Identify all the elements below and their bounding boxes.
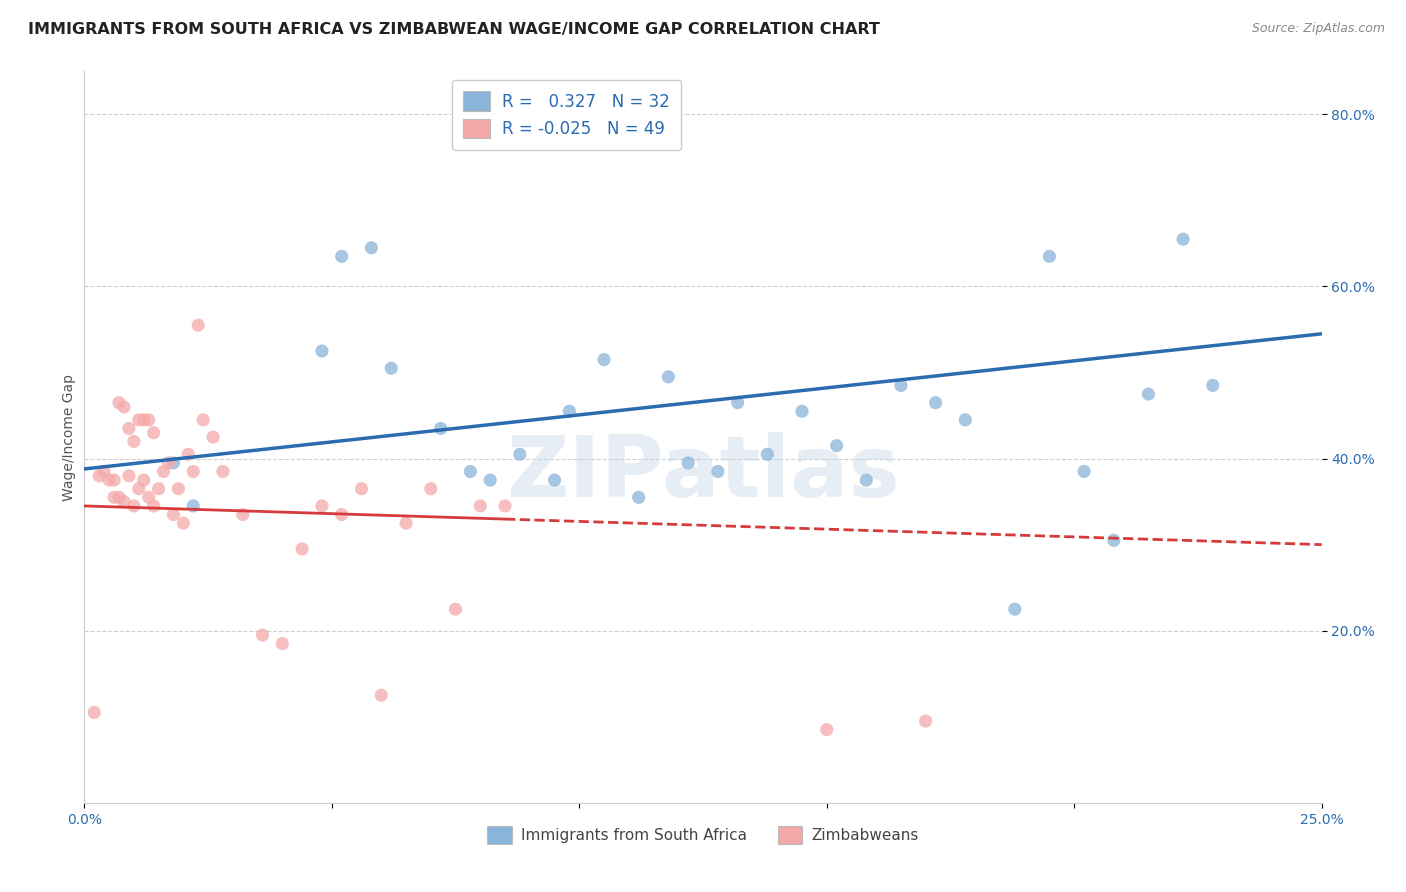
Point (132, 473, 155, 487)
Point (291, 541, 314, 556)
Point (108, 491, 131, 505)
Point (112, 400, 135, 414)
Point (181, 465, 204, 479)
Point (103, 491, 125, 505)
Point (142, 425, 165, 440)
Point (152, 465, 174, 479)
Point (311, 344, 333, 359)
Point (558, 404, 581, 418)
Point (470, 499, 492, 513)
Point (1102, 533, 1125, 548)
Text: Source: ZipAtlas.com: Source: ZipAtlas.com (1251, 22, 1385, 36)
Point (790, 404, 813, 418)
Point (128, 413, 150, 427)
Point (727, 395, 749, 409)
Point (157, 456, 180, 470)
Point (83, 706, 105, 720)
Point (330, 249, 353, 263)
Point (122, 499, 145, 513)
Point (172, 516, 194, 530)
Point (148, 482, 170, 496)
Point (855, 473, 877, 487)
Point (627, 491, 650, 505)
Point (98, 473, 121, 487)
Text: ZIPatlas: ZIPatlas (506, 432, 900, 516)
Point (181, 499, 204, 513)
Point (271, 637, 294, 651)
Point (395, 516, 418, 530)
Point (756, 447, 779, 461)
Point (162, 508, 184, 522)
Point (138, 491, 160, 505)
Point (252, 628, 274, 642)
Point (103, 473, 125, 487)
Point (707, 465, 730, 479)
Text: IMMIGRANTS FROM SOUTH AFRICA VS ZIMBABWEAN WAGE/INCOME GAP CORRELATION CHART: IMMIGRANTS FROM SOUTH AFRICA VS ZIMBABWE… (28, 22, 880, 37)
Point (138, 413, 160, 427)
Point (815, 723, 838, 737)
Point (212, 465, 235, 479)
Point (1073, 465, 1095, 479)
Point (122, 434, 145, 449)
Point (890, 378, 912, 392)
Point (479, 473, 502, 487)
Point (360, 241, 382, 255)
Point (118, 421, 141, 435)
Point (676, 456, 699, 470)
Point (1038, 249, 1060, 263)
Point (118, 468, 141, 483)
Point (924, 395, 946, 409)
Point (955, 413, 977, 427)
Point (232, 508, 254, 522)
Point (128, 482, 150, 496)
Legend: Immigrants from South Africa, Zimbabweans: Immigrants from South Africa, Zimbabwean… (481, 820, 925, 850)
Point (444, 602, 467, 616)
Point (191, 413, 214, 427)
Point (167, 482, 190, 496)
Point (825, 439, 848, 453)
Point (202, 430, 225, 444)
Point (311, 499, 333, 513)
Point (162, 456, 184, 470)
Point (89, 468, 111, 483)
Point (330, 508, 353, 522)
Point (370, 688, 392, 702)
Point (1202, 378, 1225, 392)
Point (93, 465, 115, 479)
Point (543, 473, 565, 487)
Point (419, 482, 441, 496)
Point (177, 447, 200, 461)
Point (108, 395, 131, 409)
Point (494, 499, 516, 513)
Point (1137, 387, 1160, 401)
Point (460, 465, 482, 479)
Point (132, 413, 155, 427)
Point (112, 494, 135, 508)
Point (350, 482, 373, 496)
Point (1171, 232, 1194, 246)
Point (593, 352, 616, 367)
Point (1004, 602, 1026, 616)
Point (657, 369, 679, 384)
Point (914, 714, 936, 728)
Point (380, 361, 402, 376)
Point (509, 447, 531, 461)
Point (187, 318, 209, 333)
Point (429, 421, 451, 435)
Point (142, 499, 165, 513)
Y-axis label: Wage/Income Gap: Wage/Income Gap (62, 374, 76, 500)
